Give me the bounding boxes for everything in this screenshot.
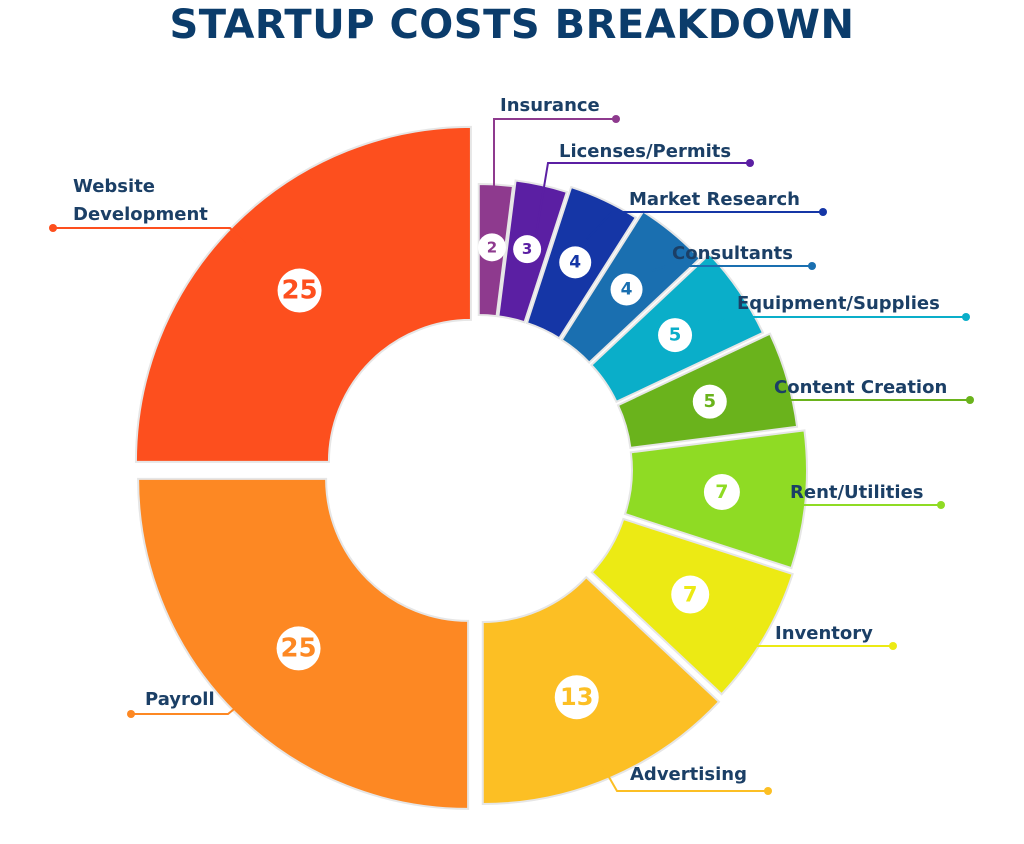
value-badge — [692, 384, 727, 419]
value-label-market-research: 4 — [559, 246, 592, 279]
chart-title: STARTUP COSTS BREAKDOWN — [169, 2, 855, 48]
callout-line — [535, 162, 750, 236]
callout-line — [493, 118, 616, 239]
value-text: 5 — [704, 391, 717, 412]
category-label-equipment-supplies: Equipment/Supplies — [737, 293, 940, 314]
callout-line — [734, 627, 893, 647]
category-label-insurance: Insurance — [500, 95, 600, 116]
value-text: 3 — [522, 240, 532, 258]
value-label-content-creation: 5 — [692, 384, 727, 419]
callout-dot — [612, 115, 620, 123]
callout-insurance: Insurance — [493, 95, 620, 239]
callout-line — [131, 696, 250, 715]
value-label-licenses-permits: 3 — [513, 235, 542, 264]
value-label-equipment-supplies: 5 — [658, 318, 693, 353]
value-badge — [513, 235, 542, 264]
callout-inventory: Inventory — [734, 623, 897, 650]
category-label-rent-utilities: Rent/Utilities — [790, 482, 924, 503]
value-badge — [559, 246, 592, 279]
category-label-payroll: Payroll — [145, 689, 215, 710]
callout-consultants: Consultants — [651, 243, 816, 272]
value-badge — [658, 318, 693, 353]
category-label-advertising: Advertising — [630, 764, 747, 785]
callout-line — [717, 316, 966, 323]
value-label-advertising: 13 — [554, 675, 599, 720]
callout-line — [586, 211, 823, 240]
callout-dot — [746, 159, 754, 167]
value-badge — [554, 675, 599, 720]
value-badge — [671, 575, 710, 614]
callout-payroll: Payroll — [127, 689, 250, 718]
category-label-content-creation: Content Creation — [774, 377, 947, 398]
value-badge — [610, 273, 643, 306]
category-label-website-development: Website Development — [73, 176, 208, 225]
callout-dot — [49, 224, 57, 232]
callout-dot — [808, 262, 816, 270]
value-text: 7 — [683, 583, 698, 607]
value-badge — [276, 626, 321, 671]
callout-dot — [764, 787, 772, 795]
value-badge — [277, 268, 322, 313]
value-label-rent-utilities: 7 — [703, 474, 740, 511]
value-text: 5 — [669, 325, 682, 346]
value-text: 25 — [280, 633, 316, 663]
callout-dot — [127, 710, 135, 718]
value-label-website-development: 25 — [277, 268, 322, 313]
callout-dot — [889, 642, 897, 650]
value-text: 2 — [487, 238, 497, 256]
value-label-insurance: 2 — [477, 233, 506, 262]
callout-advertising: Advertising — [597, 757, 772, 795]
value-text: 13 — [560, 683, 593, 711]
category-label-licenses-permits: Licenses/Permits — [559, 141, 731, 162]
callout-licenses-permits: Licenses/Permits — [535, 141, 754, 236]
value-badge — [703, 474, 740, 511]
value-text: 4 — [569, 252, 581, 272]
callout-line — [651, 265, 812, 272]
value-text: 7 — [715, 481, 728, 503]
value-badge — [477, 233, 506, 262]
callout-line — [597, 757, 768, 792]
category-label-consultants: Consultants — [672, 243, 793, 264]
callout-market-research: Market Research — [586, 189, 827, 240]
callout-dot — [819, 208, 827, 216]
callout-website-development: Website Development — [49, 176, 247, 245]
callout-equipment-supplies: Equipment/Supplies — [717, 293, 970, 323]
value-text: 25 — [281, 276, 317, 306]
category-label-market-research: Market Research — [629, 189, 800, 210]
value-text: 4 — [621, 279, 633, 299]
value-label-payroll: 25 — [276, 626, 321, 671]
callout-dot — [966, 396, 974, 404]
category-label-inventory: Inventory — [775, 623, 873, 644]
callout-dot — [962, 313, 970, 321]
value-label-inventory: 7 — [671, 575, 710, 614]
callout-line — [53, 227, 247, 245]
callout-content-creation: Content Creation — [750, 377, 974, 404]
callout-dot — [937, 501, 945, 509]
slice-advertising — [481, 575, 721, 806]
value-label-consultants: 4 — [610, 273, 643, 306]
callout-rent-utilities: Rent/Utilities — [768, 482, 945, 509]
